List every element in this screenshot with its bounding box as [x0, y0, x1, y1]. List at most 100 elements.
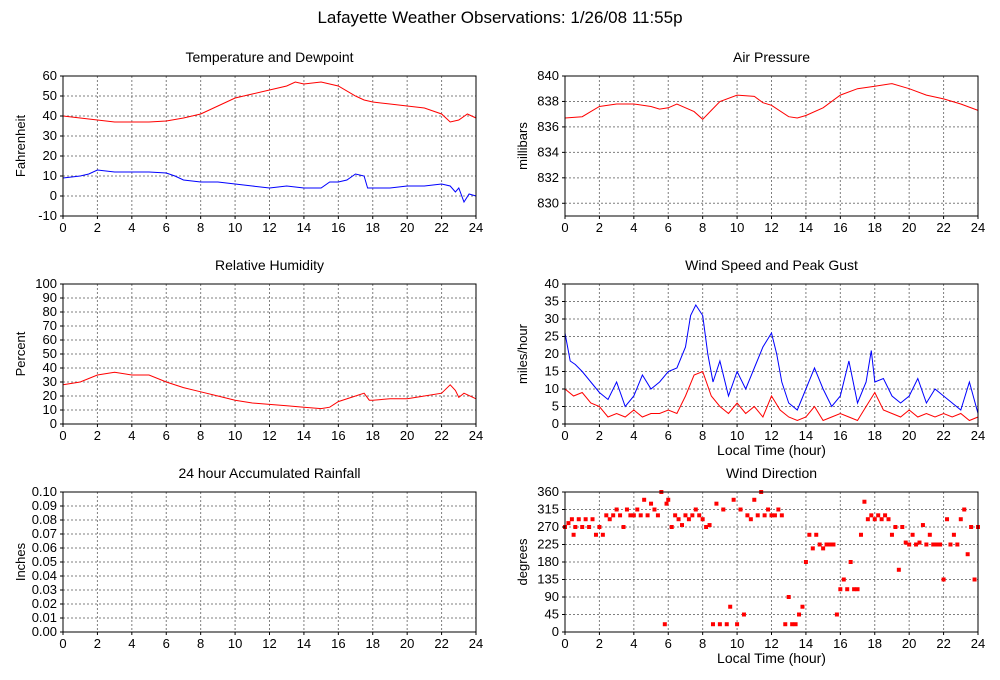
wind-direction-point [852, 587, 857, 592]
wind-direction-point [958, 517, 963, 522]
pressure-series-0-line [564, 83, 979, 120]
x-tick-label: 0 [59, 636, 66, 651]
wind-direction-point [652, 507, 657, 512]
x-tick-label: 10 [730, 220, 744, 235]
x-tick-label: 22 [936, 636, 950, 651]
wind-direction-title: Wind Direction [726, 465, 817, 481]
wind-direction-point [573, 525, 578, 529]
wind-direction-point [683, 513, 688, 518]
wind-direction-point [917, 540, 922, 545]
x-tick-label: 6 [163, 220, 170, 235]
x-tick-label: 14 [799, 636, 813, 651]
y-tick-label: 0.02 [32, 596, 57, 611]
x-tick-label: 0 [561, 220, 568, 235]
wind-direction-point [831, 542, 836, 547]
wind-direction-point [628, 513, 633, 518]
wind-direction-point [945, 517, 950, 522]
x-tick-label: 2 [596, 220, 603, 235]
wind-direction-point [614, 507, 619, 512]
wind-direction-point [748, 517, 753, 522]
wind-direction-point [690, 513, 695, 518]
x-tick-label: 24 [469, 636, 483, 651]
x-tick-label: 12 [764, 428, 778, 443]
wind-direction-point [700, 517, 705, 522]
x-tick-label: 4 [630, 220, 637, 235]
x-tick-label: 20 [400, 428, 414, 443]
x-tick-label: 0 [59, 428, 66, 443]
wind-direction-point [951, 532, 956, 537]
wind-direction-point [635, 507, 640, 512]
wind-direction-point [810, 546, 815, 551]
wind-direction-point [666, 497, 671, 502]
humidity-series-0-line [62, 371, 477, 410]
y-tick-label: 5 [552, 399, 559, 414]
x-tick-label: 4 [128, 636, 135, 651]
x-tick-label: 12 [262, 636, 276, 651]
y-tick-label: 0 [50, 416, 57, 431]
x-tick-label: 12 [262, 220, 276, 235]
x-tick-label: 14 [799, 428, 813, 443]
y-tick-label: 315 [537, 502, 559, 517]
page-title: Lafayette Weather Observations: 1/26/08 … [317, 8, 683, 27]
y-tick-label: 0 [552, 416, 559, 431]
x-tick-label: 0 [561, 636, 568, 651]
y-tick-label: 90 [43, 290, 57, 305]
x-tick-label: 10 [730, 636, 744, 651]
y-tick-label: 20 [545, 346, 559, 361]
x-tick-label: 20 [400, 636, 414, 651]
wind-speed-series-1-line [564, 370, 979, 422]
x-tick-label: 16 [331, 636, 345, 651]
wind-direction-point [876, 513, 881, 518]
y-tick-label: 270 [537, 519, 559, 534]
wind-direction-point [664, 501, 669, 506]
wind-direction-point [745, 513, 750, 518]
wind-direction-point [855, 587, 860, 592]
wind-direction-point [869, 513, 874, 518]
x-tick-label: 8 [197, 428, 204, 443]
y-tick-label: 90 [545, 589, 559, 604]
wind-direction-point [920, 523, 925, 528]
y-tick-label: 0 [552, 624, 559, 639]
x-tick-label: 10 [228, 428, 242, 443]
wind-direction-ylabel: degrees [515, 538, 530, 585]
y-tick-label: 0.10 [32, 484, 57, 499]
x-tick-label: 20 [902, 428, 916, 443]
wind-direction-point [955, 542, 960, 547]
x-tick-label: 22 [434, 220, 448, 235]
x-tick-label: 18 [366, 220, 380, 235]
wind-direction-point [903, 540, 908, 545]
wind-direction-point [755, 513, 760, 518]
y-tick-label: 0.01 [32, 610, 57, 625]
x-tick-label: 22 [936, 428, 950, 443]
wind-direction-point [879, 517, 884, 522]
wind-direction-point [600, 532, 605, 537]
y-tick-label: 45 [545, 607, 559, 622]
wind-direction-point [597, 525, 602, 529]
wind-direction-point [969, 525, 974, 529]
y-tick-label: 838 [537, 93, 559, 108]
wind-direction-point [649, 501, 654, 506]
x-tick-label: 8 [699, 220, 706, 235]
wind-direction-point [686, 517, 691, 522]
y-tick-label: 135 [537, 572, 559, 587]
y-tick-label: 60 [43, 68, 57, 83]
wind-direction-xlabel: Local Time (hour) [717, 650, 826, 666]
wind-direction-point [962, 507, 967, 512]
x-tick-label: 18 [366, 636, 380, 651]
wind-direction-point [571, 532, 576, 537]
wind-direction-point [704, 525, 709, 529]
wind-direction-point [631, 513, 636, 518]
wind-direction-point [673, 513, 678, 518]
x-tick-label: 24 [469, 220, 483, 235]
y-tick-label: 40 [545, 276, 559, 291]
wind-direction-point [845, 587, 850, 592]
x-tick-label: 24 [971, 220, 985, 235]
x-tick-label: 0 [561, 428, 568, 443]
wind-direction-point [680, 523, 685, 528]
wind-direction-point [697, 513, 702, 518]
x-tick-label: 16 [331, 220, 345, 235]
wind-direction-point [669, 525, 674, 529]
wind-direction-point [693, 507, 698, 512]
y-tick-label: 10 [545, 381, 559, 396]
